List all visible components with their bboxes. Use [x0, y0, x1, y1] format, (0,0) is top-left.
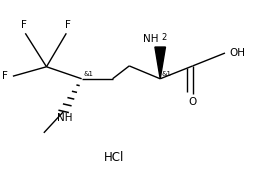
Text: OH: OH — [230, 48, 246, 58]
Text: F: F — [21, 20, 27, 30]
Text: &1: &1 — [83, 71, 93, 77]
Text: F: F — [65, 20, 70, 30]
Text: 2: 2 — [162, 33, 167, 42]
Text: &1: &1 — [162, 71, 172, 77]
Polygon shape — [155, 47, 165, 79]
Text: F: F — [2, 71, 8, 81]
Text: HCl: HCl — [104, 151, 124, 164]
Text: NH: NH — [143, 34, 159, 44]
Text: O: O — [189, 97, 197, 107]
Text: NH: NH — [57, 113, 73, 123]
